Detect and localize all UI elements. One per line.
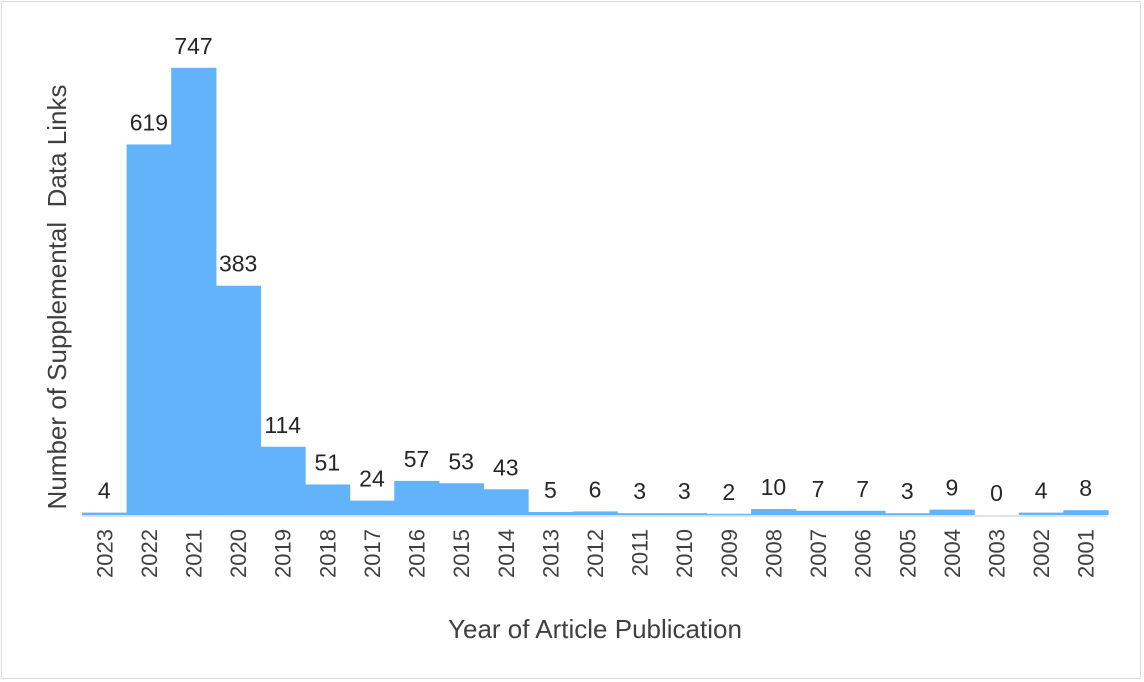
data-label-2002: 4 [1035,478,1048,504]
bar-2013 [528,512,574,515]
x-tick-2003: 2003 [984,529,1009,578]
x-tick-2004: 2004 [940,529,965,578]
data-label-2009: 2 [722,479,735,505]
bar-2023 [82,512,128,515]
x-tick-2020: 2020 [226,529,251,578]
x-tick-2001: 2001 [1074,529,1099,578]
data-label-2011: 3 [633,478,646,504]
x-tick-2022: 2022 [137,529,162,578]
x-tick-2023: 2023 [92,529,117,578]
data-label-2015: 53 [448,448,474,474]
x-tick-2019: 2019 [271,529,296,578]
bar-2008 [751,509,797,515]
data-label-2008: 10 [761,474,787,500]
data-label-2010: 3 [678,478,691,504]
data-label-2020: 383 [219,251,257,277]
x-tick-2009: 2009 [717,529,742,578]
data-label-2003: 0 [990,480,1003,506]
bar-2004 [929,509,975,515]
x-tick-2018: 2018 [315,529,340,578]
bar-2009 [706,513,752,515]
x-tick-2008: 2008 [761,529,786,578]
bar-2007 [795,510,841,515]
data-label-2006: 7 [856,476,869,502]
bar-2016 [394,480,440,515]
x-tick-2016: 2016 [405,529,430,578]
x-tick-2007: 2007 [806,529,831,578]
bar-2017 [349,500,395,515]
x-tick-2002: 2002 [1029,529,1054,578]
x-tick-2006: 2006 [851,529,876,578]
x-tick-2014: 2014 [494,529,519,578]
bar-2022 [126,144,172,515]
bar-2011 [617,513,663,515]
x-tick-2010: 2010 [672,529,697,578]
data-label-2022: 619 [130,109,168,135]
bar-2006 [840,510,886,515]
data-label-2014: 43 [493,454,519,480]
bar-2015 [438,483,485,515]
x-tick-2013: 2013 [538,529,563,578]
data-label-2005: 3 [901,478,914,504]
bar-2020 [215,285,262,515]
data-label-2013: 5 [544,477,557,503]
bar-2010 [661,513,708,515]
data-label-2012: 6 [589,476,602,502]
x-tick-2011: 2011 [628,529,653,576]
data-label-2023: 4 [98,478,111,504]
x-tick-2021: 2021 [182,529,207,578]
bar-2002 [1018,512,1064,515]
data-label-2017: 24 [359,466,385,492]
data-label-2019: 114 [264,412,301,438]
x-tick-2005: 2005 [895,529,920,578]
bar-2005 [884,513,931,515]
x-axis-title: Year of Article Publication [448,614,742,644]
data-label-2004: 9 [945,475,958,501]
data-label-2016: 57 [404,446,430,472]
x-tick-2012: 2012 [583,529,608,578]
x-tick-labels-group: 2023 2022 2021 2020 2019 2018 2017 2016 2015 2014… [92,529,1098,578]
bar-2012 [572,511,618,515]
bar-2001 [1063,510,1109,515]
x-tick-2017: 2017 [360,529,385,578]
bar-2018 [305,484,351,515]
data-label-2007: 7 [812,476,825,502]
data-label-2018: 51 [315,449,341,475]
data-label-2021: 747 [174,33,212,59]
data-labels-group: 4 619 747 383 114 51 24 57 53 43 5 6 3 3 2 10 7 7 3 9 0 4 8 [98,33,1092,506]
bars-group [82,67,1109,516]
data-label-2001: 8 [1079,475,1092,501]
y-axis-title: Number of Supplemental Data Links [42,85,72,510]
bar-2014 [483,489,529,515]
bar-2019 [260,446,306,515]
x-tick-2015: 2015 [449,529,474,578]
bar-2021 [171,67,217,516]
